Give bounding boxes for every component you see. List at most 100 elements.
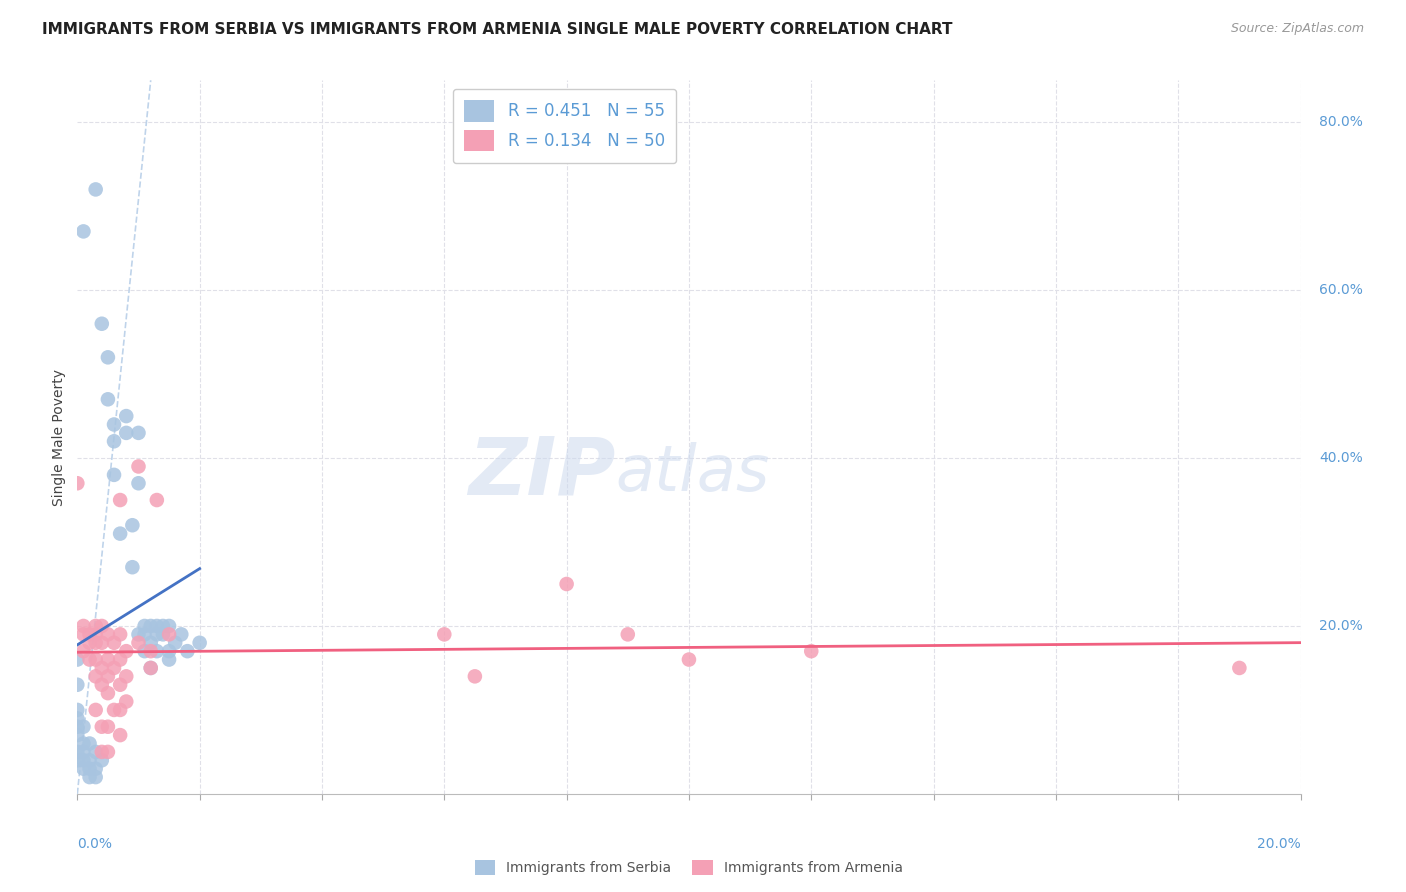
- Point: [72, 627, 94, 641]
- Point: [800, 644, 823, 658]
- Point: [79, 770, 101, 784]
- Point: [157, 644, 180, 658]
- Point: [84, 627, 107, 641]
- Point: [103, 417, 125, 432]
- Point: [66, 476, 89, 491]
- Point: [127, 636, 149, 650]
- Point: [1229, 661, 1251, 675]
- Point: [115, 669, 138, 683]
- Point: [84, 669, 107, 683]
- Text: 40.0%: 40.0%: [1319, 451, 1362, 465]
- Point: [97, 392, 120, 407]
- Point: [115, 409, 138, 423]
- Point: [157, 627, 180, 641]
- Point: [108, 652, 131, 666]
- Point: [72, 762, 94, 776]
- Point: [152, 627, 174, 641]
- Point: [134, 627, 156, 641]
- Point: [66, 728, 89, 742]
- Point: [139, 619, 162, 633]
- Point: [84, 619, 107, 633]
- Point: [157, 652, 180, 666]
- Point: [72, 644, 94, 658]
- Point: [90, 745, 112, 759]
- Text: 20.0%: 20.0%: [1257, 837, 1301, 851]
- Point: [84, 703, 107, 717]
- Point: [146, 493, 169, 508]
- Text: 0.0%: 0.0%: [77, 837, 112, 851]
- Point: [66, 652, 89, 666]
- Point: [66, 745, 89, 759]
- Point: [84, 182, 107, 196]
- Point: [97, 745, 120, 759]
- Text: Source: ZipAtlas.com: Source: ZipAtlas.com: [1230, 22, 1364, 36]
- Point: [66, 678, 89, 692]
- Point: [97, 669, 120, 683]
- Text: 20.0%: 20.0%: [1319, 619, 1362, 633]
- Point: [90, 619, 112, 633]
- Text: atlas: atlas: [616, 442, 770, 504]
- Point: [84, 770, 107, 784]
- Point: [157, 619, 180, 633]
- Point: [97, 627, 120, 641]
- Point: [678, 652, 700, 666]
- Point: [108, 493, 131, 508]
- Point: [127, 425, 149, 440]
- Point: [90, 661, 112, 675]
- Point: [66, 711, 89, 725]
- Point: [134, 619, 156, 633]
- Point: [84, 762, 107, 776]
- Point: [79, 652, 101, 666]
- Point: [127, 459, 149, 474]
- Point: [139, 661, 162, 675]
- Point: [464, 669, 486, 683]
- Point: [170, 627, 193, 641]
- Point: [108, 728, 131, 742]
- Point: [115, 644, 138, 658]
- Point: [139, 644, 162, 658]
- Point: [139, 636, 162, 650]
- Point: [108, 703, 131, 717]
- Point: [127, 627, 149, 641]
- Point: [121, 560, 143, 574]
- Point: [103, 467, 125, 482]
- Point: [121, 518, 143, 533]
- Point: [146, 644, 169, 658]
- Point: [152, 619, 174, 633]
- Point: [176, 644, 198, 658]
- Point: [90, 720, 112, 734]
- Point: [103, 434, 125, 449]
- Point: [97, 652, 120, 666]
- Point: [66, 753, 89, 767]
- Point: [146, 619, 169, 633]
- Point: [97, 351, 120, 365]
- Point: [134, 644, 156, 658]
- Point: [108, 627, 131, 641]
- Point: [79, 762, 101, 776]
- Point: [79, 636, 101, 650]
- Text: IMMIGRANTS FROM SERBIA VS IMMIGRANTS FROM ARMENIA SINGLE MALE POVERTY CORRELATIO: IMMIGRANTS FROM SERBIA VS IMMIGRANTS FRO…: [42, 22, 953, 37]
- Point: [66, 720, 89, 734]
- Point: [103, 636, 125, 650]
- Point: [79, 737, 101, 751]
- Point: [72, 737, 94, 751]
- Point: [72, 720, 94, 734]
- Point: [555, 577, 578, 591]
- Point: [79, 753, 101, 767]
- Point: [139, 661, 162, 675]
- Point: [103, 703, 125, 717]
- Point: [90, 753, 112, 767]
- Point: [72, 224, 94, 238]
- Point: [90, 317, 112, 331]
- Text: 60.0%: 60.0%: [1319, 283, 1362, 297]
- Legend: Immigrants from Serbia, Immigrants from Armenia: Immigrants from Serbia, Immigrants from …: [470, 855, 908, 880]
- Point: [433, 627, 456, 641]
- Point: [66, 703, 89, 717]
- Point: [617, 627, 640, 641]
- Point: [108, 526, 131, 541]
- Point: [72, 753, 94, 767]
- Point: [79, 627, 101, 641]
- Text: 80.0%: 80.0%: [1319, 115, 1362, 129]
- Point: [103, 661, 125, 675]
- Point: [127, 476, 149, 491]
